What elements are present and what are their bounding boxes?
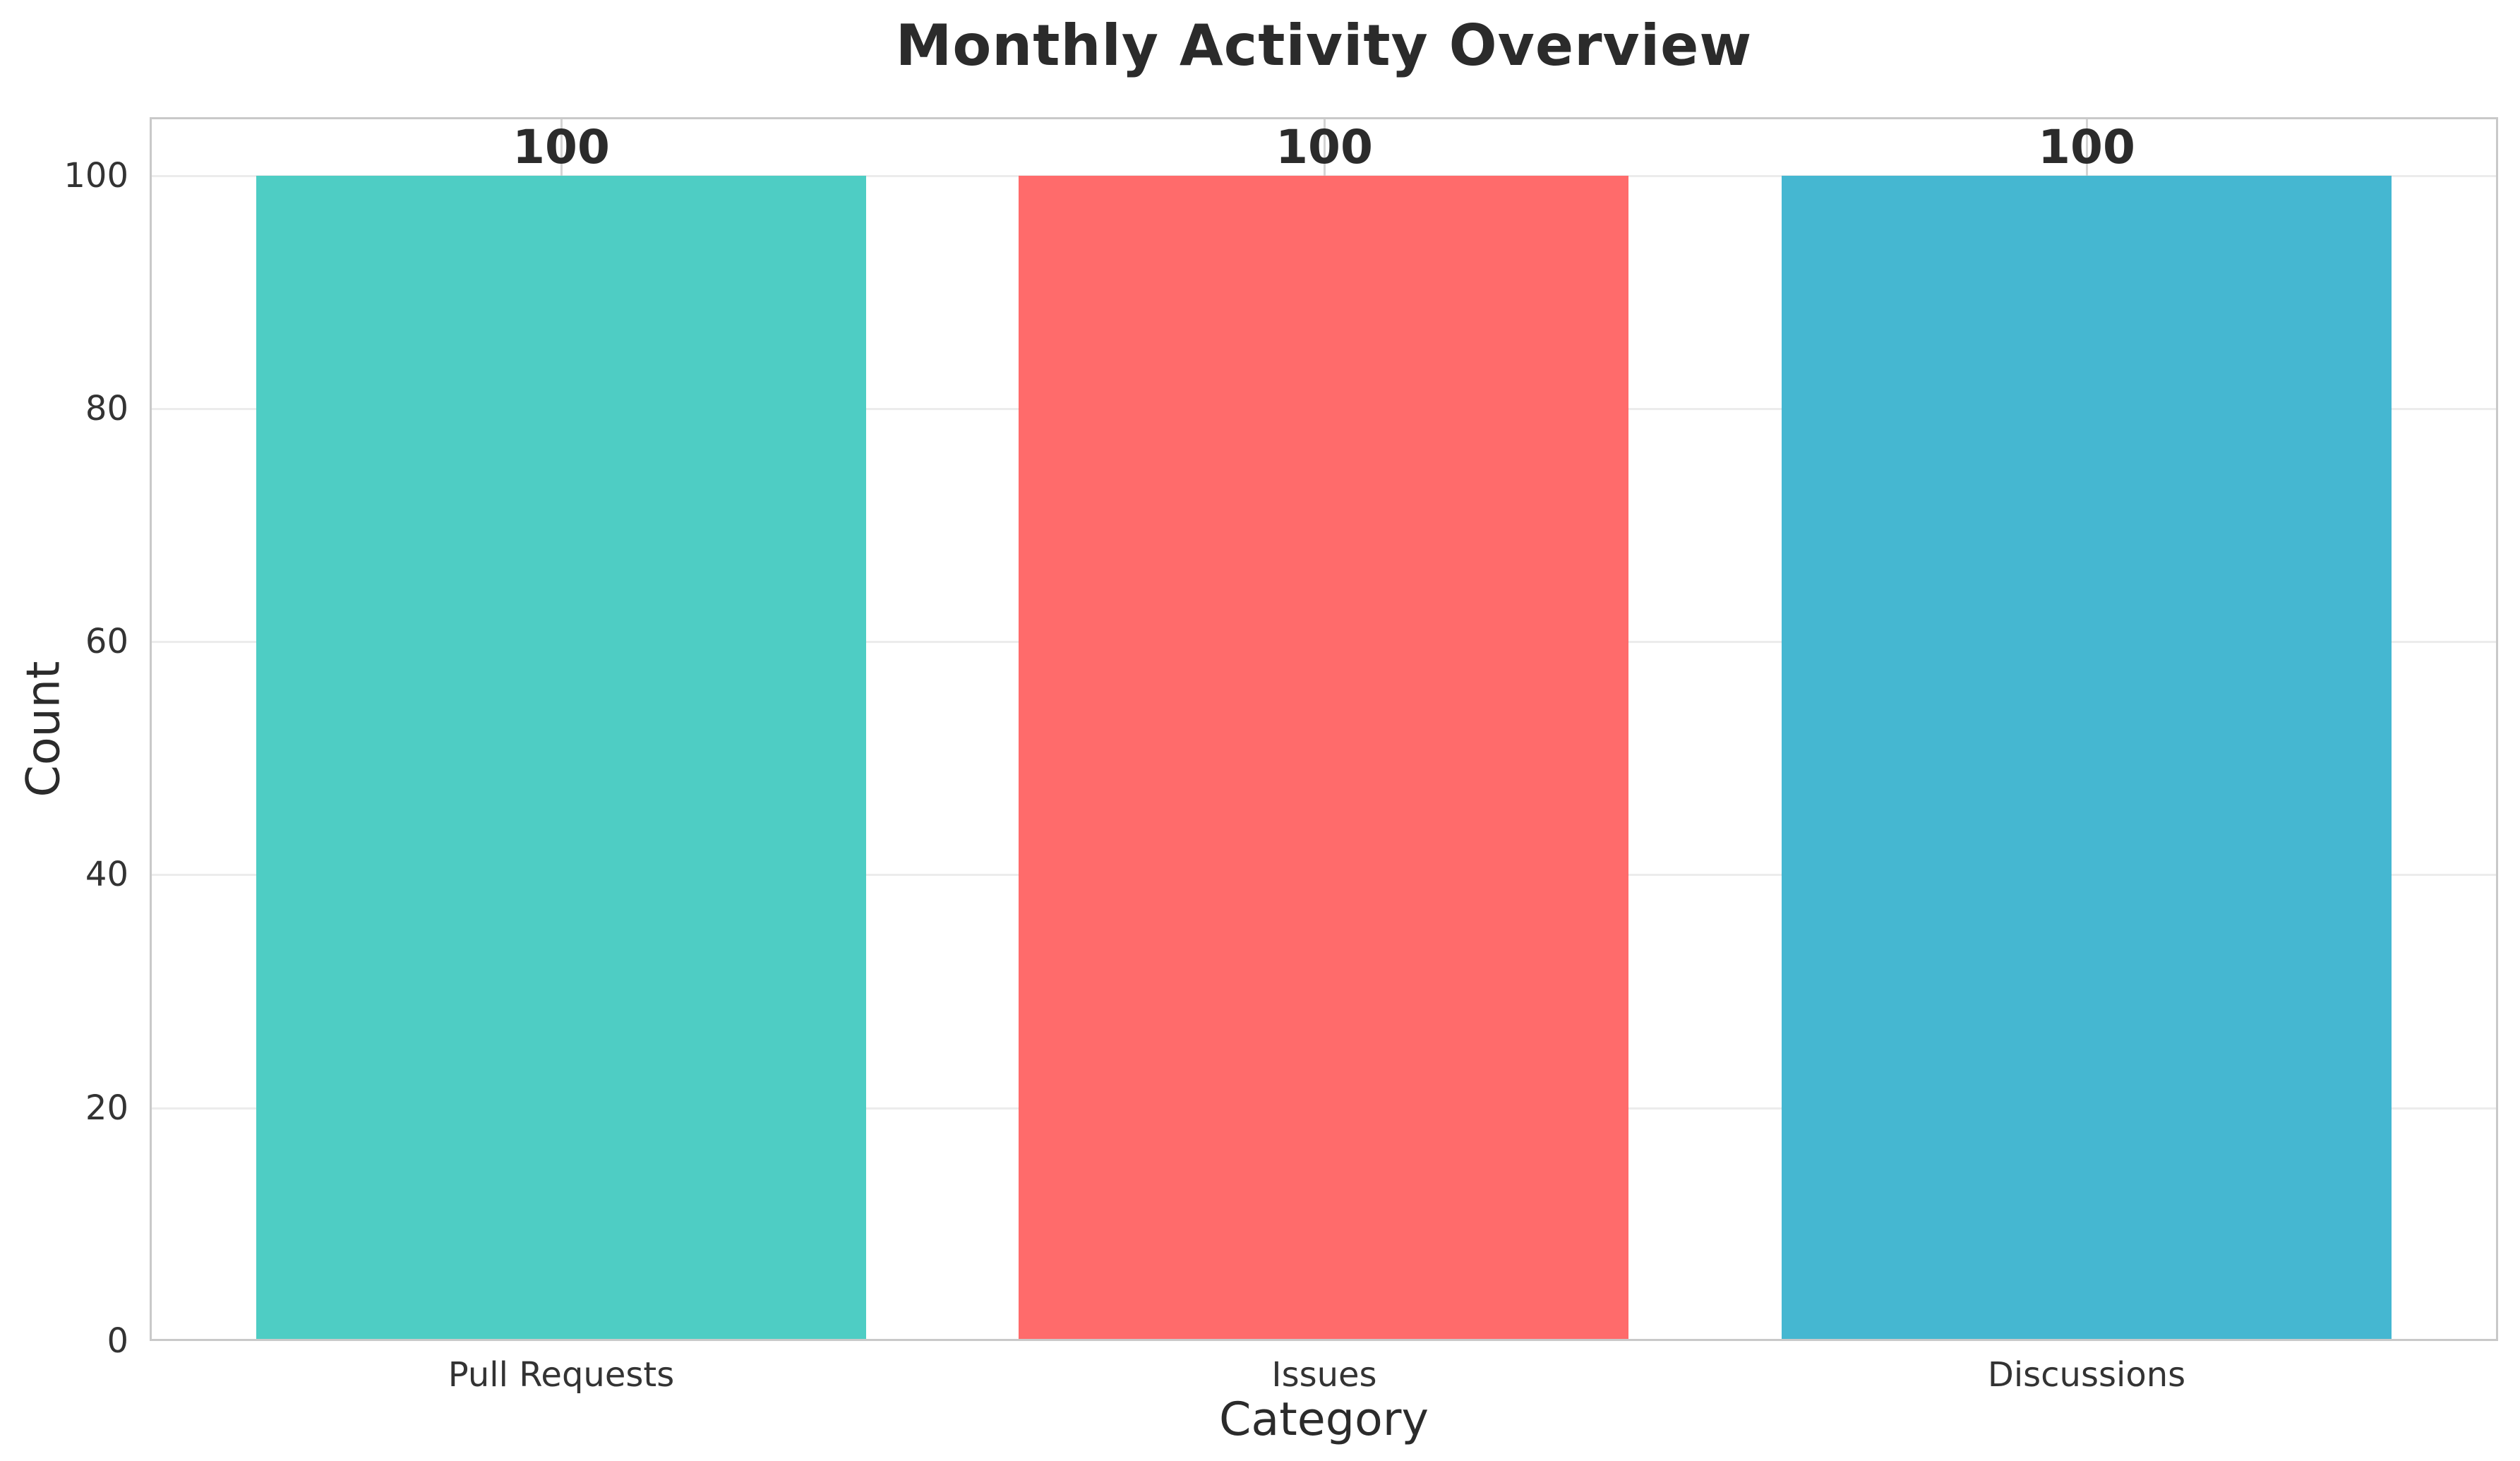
plot-border xyxy=(150,117,2498,1341)
x-axis-label: Category xyxy=(1219,1393,1429,1446)
bar-value-pull-requests: 100 xyxy=(512,120,610,174)
bar-pull-requests xyxy=(256,176,866,1341)
y-tick-label-0: 0 xyxy=(107,1321,128,1361)
y-tick-label-20: 20 xyxy=(85,1088,128,1128)
x-tick-label-discussions: Discussions xyxy=(1987,1355,2186,1395)
bar-issues xyxy=(1019,176,1628,1341)
y-tick-label-40: 40 xyxy=(85,855,128,894)
bar-value-discussions: 100 xyxy=(2038,120,2135,174)
y-tick-label-60: 60 xyxy=(85,622,128,661)
y-tick-label-100: 100 xyxy=(64,156,128,196)
x-gridline-pull-requests xyxy=(560,117,563,176)
bar-value-issues: 100 xyxy=(1276,120,1373,174)
x-gridline-issues xyxy=(1324,117,1326,176)
x-gridline-discussions xyxy=(2086,117,2088,176)
y-tick-label-80: 80 xyxy=(85,389,128,428)
x-tick-label-issues: Issues xyxy=(1271,1355,1377,1395)
y-axis-label: Count xyxy=(17,661,71,798)
bar-discussions xyxy=(1782,176,2392,1341)
x-tick-label-pull-requests: Pull Requests xyxy=(448,1355,675,1395)
chart-title: Monthly Activity Overview xyxy=(895,12,1753,78)
